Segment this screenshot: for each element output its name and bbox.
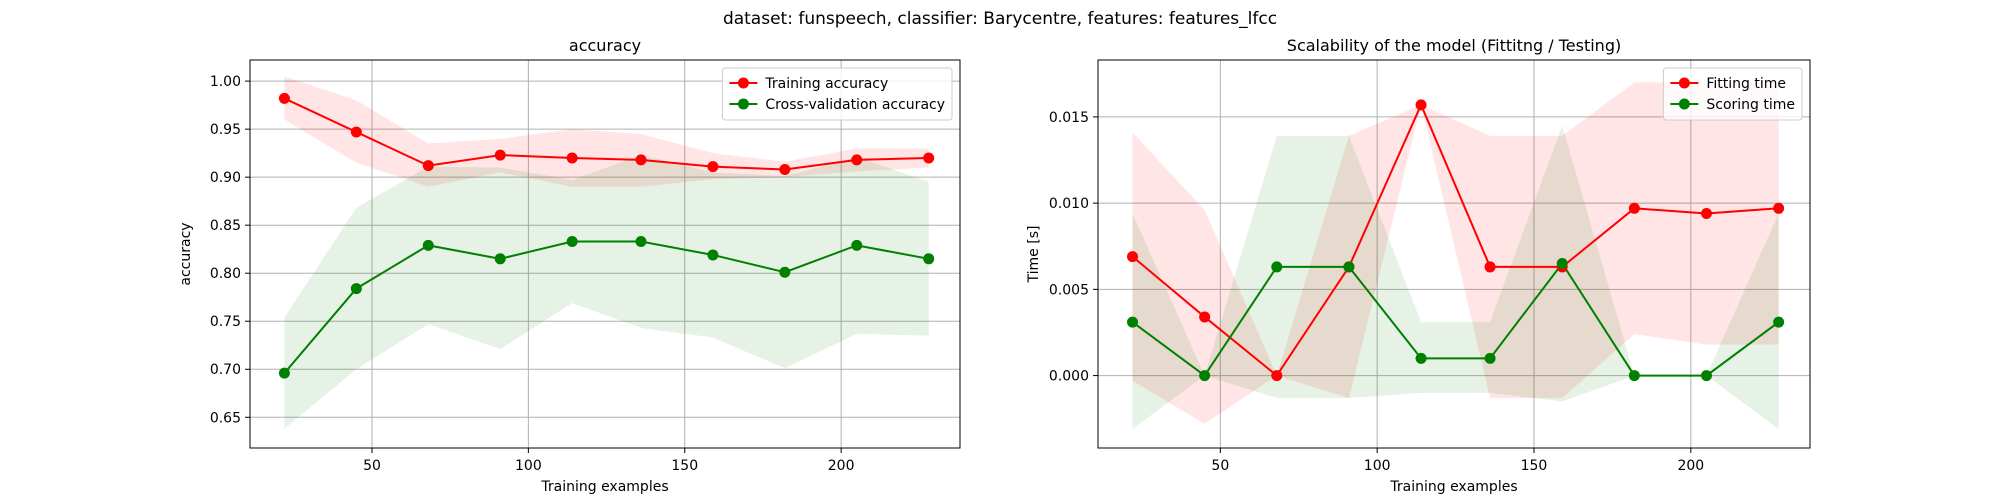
x-tick-label: 150 bbox=[671, 458, 698, 474]
y-tick-label: 0.75 bbox=[210, 314, 241, 330]
cross-validation-accuracy-point bbox=[707, 249, 719, 261]
cross-validation-accuracy-point bbox=[851, 239, 863, 251]
cross-validation-accuracy-point bbox=[278, 367, 290, 379]
x-tick-label: 200 bbox=[1677, 458, 1704, 474]
scoring-time-point bbox=[1773, 316, 1785, 328]
y-tick-label: 0.80 bbox=[210, 266, 241, 282]
cross-validation-accuracy-point bbox=[635, 236, 647, 248]
training-accuracy-band bbox=[284, 76, 929, 187]
y-tick-label: 0.65 bbox=[210, 410, 241, 426]
training-accuracy-point bbox=[707, 161, 719, 173]
cross-validation-accuracy-point bbox=[494, 253, 506, 265]
x-axis-label: Training examples bbox=[540, 479, 668, 495]
scoring-time-point bbox=[1127, 316, 1139, 328]
figure-suptitle: dataset: funspeech, classifier: Barycent… bbox=[723, 9, 1277, 29]
plot-content bbox=[1131, 82, 1780, 430]
y-tick-label: 0.015 bbox=[1049, 110, 1089, 126]
scoring-time-point bbox=[1484, 352, 1496, 364]
training-accuracy-point bbox=[923, 152, 935, 164]
y-tick-label: 0.90 bbox=[210, 170, 241, 186]
y-tick-label: 0.000 bbox=[1049, 369, 1089, 385]
fitting-time-point bbox=[1700, 207, 1712, 219]
legend-swatch-marker bbox=[1678, 98, 1690, 110]
training-accuracy-point bbox=[422, 160, 434, 172]
fitting-time-point bbox=[1773, 202, 1785, 214]
cross-validation-accuracy-point bbox=[566, 236, 578, 248]
scoring-time-point bbox=[1556, 257, 1568, 269]
legend-box bbox=[721, 67, 953, 121]
plot-frame bbox=[249, 59, 961, 449]
legend: Training accuracy Cross-validation accura… bbox=[721, 67, 953, 121]
x-tick-label: 100 bbox=[515, 458, 542, 474]
y-axis-label: accuracy bbox=[178, 222, 194, 285]
scoring-time-point bbox=[1415, 352, 1427, 364]
legend-swatch-marker bbox=[1678, 77, 1690, 89]
legend-entry: Scoring time bbox=[1706, 97, 1795, 113]
training-accuracy-point bbox=[635, 154, 647, 166]
y-tick-label: 0.010 bbox=[1049, 196, 1089, 212]
training-accuracy-point bbox=[566, 152, 578, 164]
y-axis-label: Time [s] bbox=[1026, 226, 1042, 284]
training-accuracy-point bbox=[278, 92, 290, 104]
plot-area bbox=[1098, 60, 1810, 448]
y-tick-label: 0.70 bbox=[210, 362, 241, 378]
y-tick-label: 1.00 bbox=[210, 74, 241, 90]
scoring-time-point bbox=[1199, 370, 1211, 382]
x-tick-label: 200 bbox=[828, 458, 855, 474]
fitting-time-point bbox=[1271, 370, 1283, 382]
y-tick-label: 0.85 bbox=[210, 218, 241, 234]
plot-title: Scalability of the model (Fittitng / Tes… bbox=[1287, 36, 1621, 55]
cross-validation-accuracy-point bbox=[422, 239, 434, 251]
scoring-time-point bbox=[1271, 261, 1283, 273]
cross-validation-accuracy-point bbox=[923, 253, 935, 265]
accuracy-plot: 50 100 150 200 0.65 0.70 0.75 0.80 0.85 0.90 0.95 1… bbox=[178, 36, 961, 495]
x-axis-label: Training examples bbox=[1389, 479, 1517, 495]
scoring-time-line bbox=[1131, 261, 1780, 378]
x-tick-label: 150 bbox=[1521, 458, 1548, 474]
training-accuracy-point bbox=[494, 149, 506, 161]
cross-validation-accuracy-point bbox=[779, 266, 791, 278]
plot-title: accuracy bbox=[569, 36, 641, 55]
fitting-time-point bbox=[1199, 311, 1211, 323]
legend: Fitting time Scoring time bbox=[1662, 67, 1803, 121]
legend-swatch-marker bbox=[737, 77, 749, 89]
x-tick-label: 50 bbox=[363, 458, 381, 474]
y-tick-label: 0.005 bbox=[1049, 282, 1089, 298]
y-tick-label: 0.95 bbox=[210, 122, 241, 138]
fitting-time-line bbox=[1131, 102, 1779, 378]
fitting-time-point bbox=[1628, 202, 1640, 214]
fitting-time-point bbox=[1484, 261, 1496, 273]
cross-validation-accuracy-band bbox=[284, 155, 929, 429]
cross-validation-accuracy-line bbox=[283, 240, 929, 374]
scoring-time-point bbox=[1343, 261, 1355, 273]
x-tick-label: 100 bbox=[1364, 458, 1391, 474]
scalability-plot: 50 100 150 200 0.000 0.005 0.010 0.015 Scalabili… bbox=[1026, 36, 1811, 495]
legend-entry: Training accuracy bbox=[764, 76, 888, 92]
fitting-time-point bbox=[1127, 251, 1139, 263]
fitting-time-point bbox=[1415, 99, 1427, 111]
training-accuracy-point bbox=[779, 163, 791, 175]
training-accuracy-point bbox=[851, 154, 863, 166]
scoring-time-point bbox=[1628, 370, 1640, 382]
legend-swatch-marker bbox=[737, 98, 749, 110]
training-accuracy-point bbox=[350, 126, 362, 138]
plot-area bbox=[250, 60, 960, 448]
training-accuracy-line bbox=[283, 97, 929, 171]
legend-box bbox=[1662, 67, 1803, 121]
x-tick-label: 50 bbox=[1211, 458, 1229, 474]
legend-entry: Cross-validation accuracy bbox=[765, 97, 945, 113]
plot-frame bbox=[1097, 59, 1811, 449]
legend-entry: Fitting time bbox=[1706, 76, 1786, 92]
cross-validation-accuracy-point bbox=[350, 283, 362, 295]
plot-content bbox=[283, 76, 929, 429]
scoring-time-band bbox=[1132, 125, 1779, 430]
scoring-time-point bbox=[1700, 370, 1712, 382]
fitting-time-band bbox=[1132, 82, 1779, 424]
